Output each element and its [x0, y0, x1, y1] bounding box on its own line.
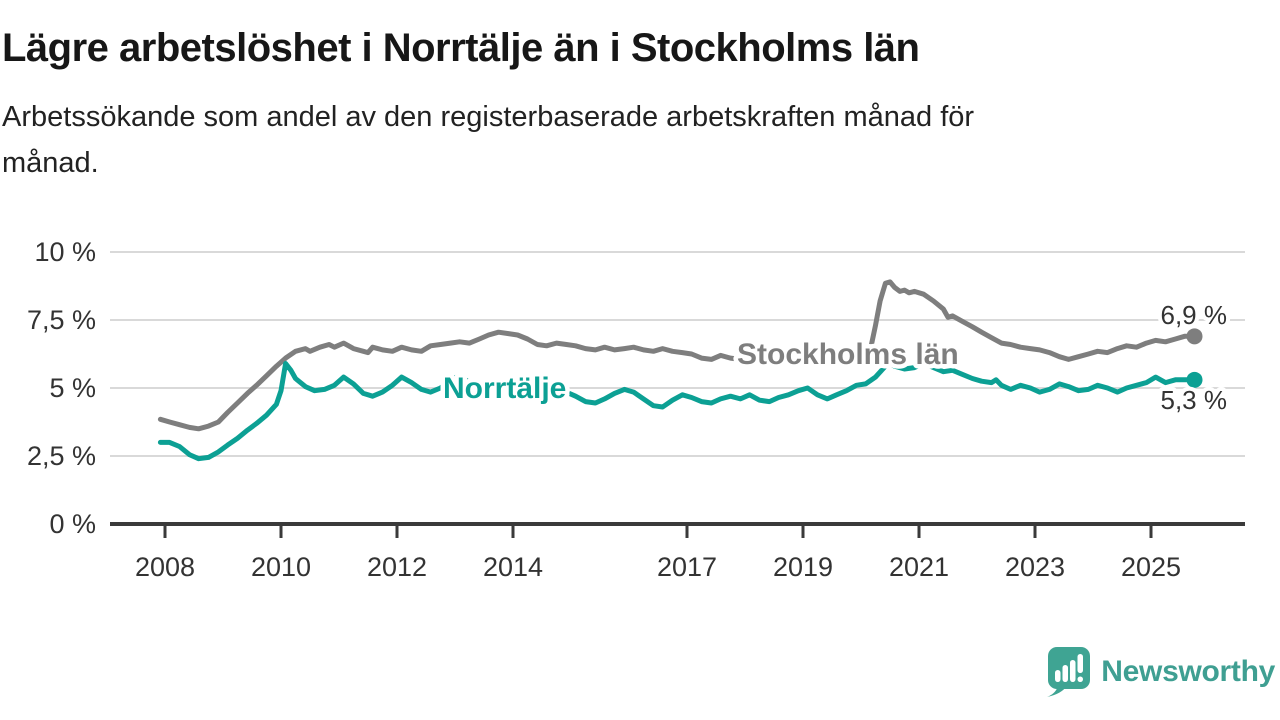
newsworthy-brand: Newsworthy [1045, 646, 1275, 698]
series-line-stockholms-lan [157, 279, 1197, 432]
series-label: Stockholms län [737, 338, 959, 371]
series-end-dot [1186, 328, 1203, 345]
chart-subtitle: Arbetssökande som andel av den registerb… [2, 94, 1262, 186]
y-axis-tick-label: 5 % [49, 373, 96, 403]
y-axis-tick-label: 0 % [49, 509, 96, 539]
page-title: Lägre arbetslöshet i Norrtälje än i Stoc… [2, 26, 920, 70]
series-end-dot [1186, 371, 1203, 388]
y-axis-tick-label: 7,5 % [27, 305, 96, 335]
x-axis-tick-label: 2017 [657, 552, 717, 582]
y-axis-tick-label: 10 % [34, 237, 96, 267]
series-line-norrtalje [157, 361, 1197, 462]
subtitle-line-2: månad. [2, 147, 99, 179]
subtitle-line-1: Arbetssökande som andel av den registerb… [2, 101, 975, 133]
y-axis-tick-label: 2,5 % [27, 441, 96, 471]
series-label: Norrtälje [443, 372, 566, 405]
x-axis-tick-label: 2010 [251, 552, 311, 582]
x-axis-tick-label: 2014 [483, 552, 543, 582]
x-axis-tick-label: 2025 [1121, 552, 1181, 582]
x-axis-tick-label: 2019 [773, 552, 833, 582]
value-label: 5,3 % [1161, 385, 1228, 415]
x-axis-tick-label: 2012 [367, 552, 427, 582]
newsworthy-logo-icon [1047, 647, 1091, 697]
x-axis-tick-label: 2021 [889, 552, 949, 582]
chart-header: Lägre arbetslöshet i Norrtälje än i Stoc… [2, 24, 1262, 186]
x-axis-tick-label: 2023 [1005, 552, 1065, 582]
newsworthy-brand-name: Newsworthy [1101, 655, 1275, 688]
x-axis-tick-label: 2008 [135, 552, 195, 582]
value-label: 6,9 % [1161, 300, 1228, 330]
